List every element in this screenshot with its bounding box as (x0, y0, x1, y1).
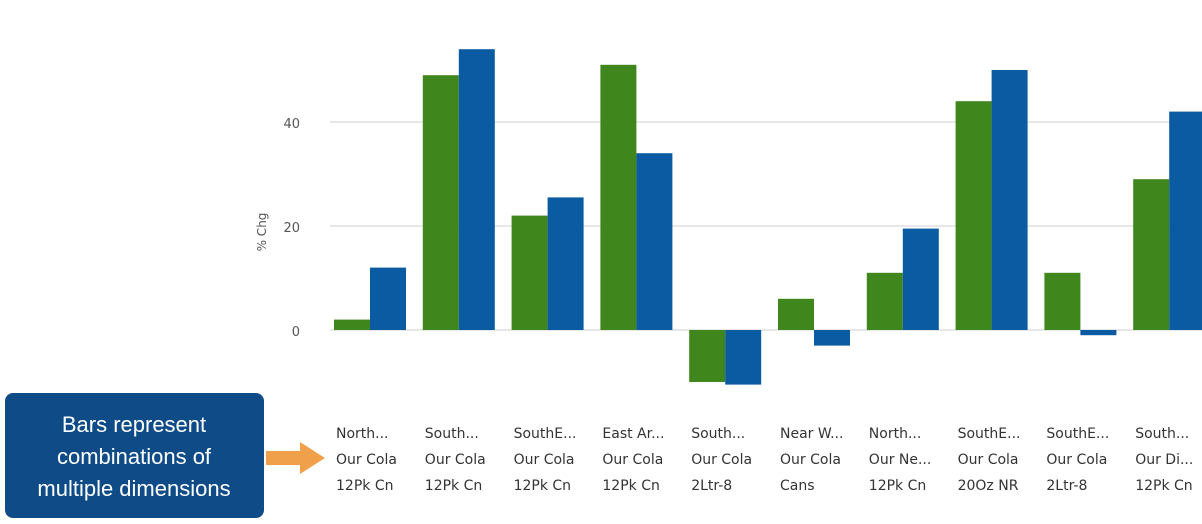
x-category-label: 12Pk Cn (602, 478, 659, 494)
callout-box (5, 393, 264, 518)
callout-line-1: Bars represent (62, 412, 206, 437)
x-category-label: Our Cola (602, 452, 663, 468)
x-category-label: SouthE... (1046, 426, 1109, 442)
bar[interactable] (955, 101, 992, 330)
bar[interactable] (689, 330, 726, 382)
x-category-label: 12Pk Cn (336, 478, 393, 494)
bar[interactable] (547, 197, 584, 330)
x-category-label: South... (425, 426, 479, 442)
x-category-label: 12Pk Cn (869, 478, 926, 494)
y-axis-label: % Chg (255, 213, 269, 252)
bar[interactable] (511, 215, 548, 330)
bar[interactable] (600, 64, 637, 331)
bar[interactable] (1080, 330, 1117, 336)
bar[interactable] (778, 298, 814, 330)
bar[interactable] (991, 70, 1028, 330)
bar[interactable] (458, 49, 495, 330)
bar[interactable] (1044, 272, 1081, 330)
bar[interactable] (370, 267, 406, 330)
x-category-label: 2Ltr-8 (1046, 478, 1087, 494)
callout-arrow (266, 442, 325, 474)
x-category-label: Our Cola (425, 452, 486, 468)
x-category-label: Our Cola (1046, 452, 1107, 468)
x-category-label: 12Pk Cn (514, 478, 571, 494)
bars (334, 49, 1202, 385)
y-tick-label: 0 (292, 325, 300, 340)
x-category-label: South... (1135, 426, 1189, 442)
x-category-label: Our Cola (958, 452, 1019, 468)
x-category-label: 20Oz NR (958, 478, 1019, 494)
bar[interactable] (866, 272, 903, 330)
bar[interactable] (814, 330, 850, 346)
x-category-label: 12Pk Cn (1135, 478, 1192, 494)
bar[interactable] (725, 330, 762, 385)
x-category-label: Our Cola (691, 452, 752, 468)
x-category-label: Our Cola (514, 452, 575, 468)
x-category-label: Our Di... (1135, 452, 1193, 468)
y-tick-label: 40 (283, 117, 300, 132)
bar[interactable] (1133, 179, 1170, 330)
x-category-label: South... (691, 426, 745, 442)
y-tick-label: 20 (283, 221, 300, 236)
callout-line-3: multiple dimensions (37, 476, 230, 501)
y-axis-ticks: 0 20 40 (283, 117, 300, 340)
x-category-label: SouthE... (514, 426, 577, 442)
callout: Bars represent combinations of multiple … (5, 393, 325, 518)
x-category-label: Our Ne... (869, 452, 932, 468)
x-category-label: Our Cola (336, 452, 397, 468)
x-category-label: 12Pk Cn (425, 478, 482, 494)
x-category-label: North... (869, 426, 922, 442)
x-category-label: SouthE... (958, 426, 1021, 442)
callout-line-2: combinations of (57, 444, 212, 469)
bar[interactable] (422, 75, 459, 330)
bar[interactable] (1169, 111, 1202, 330)
x-category-label: Near W... (780, 426, 843, 442)
x-category-label: Cans (780, 478, 815, 494)
x-category-label: Our Cola (780, 452, 841, 468)
x-category-label: East Ar... (602, 426, 664, 442)
x-axis-labels: North... Our Cola 12Pk Cn South... Our Cola 1… (336, 426, 1193, 494)
bar[interactable] (334, 319, 370, 330)
x-category-label: 2Ltr-8 (691, 478, 732, 494)
bar[interactable] (636, 153, 673, 330)
x-category-label: North... (336, 426, 389, 442)
bar[interactable] (902, 228, 939, 330)
